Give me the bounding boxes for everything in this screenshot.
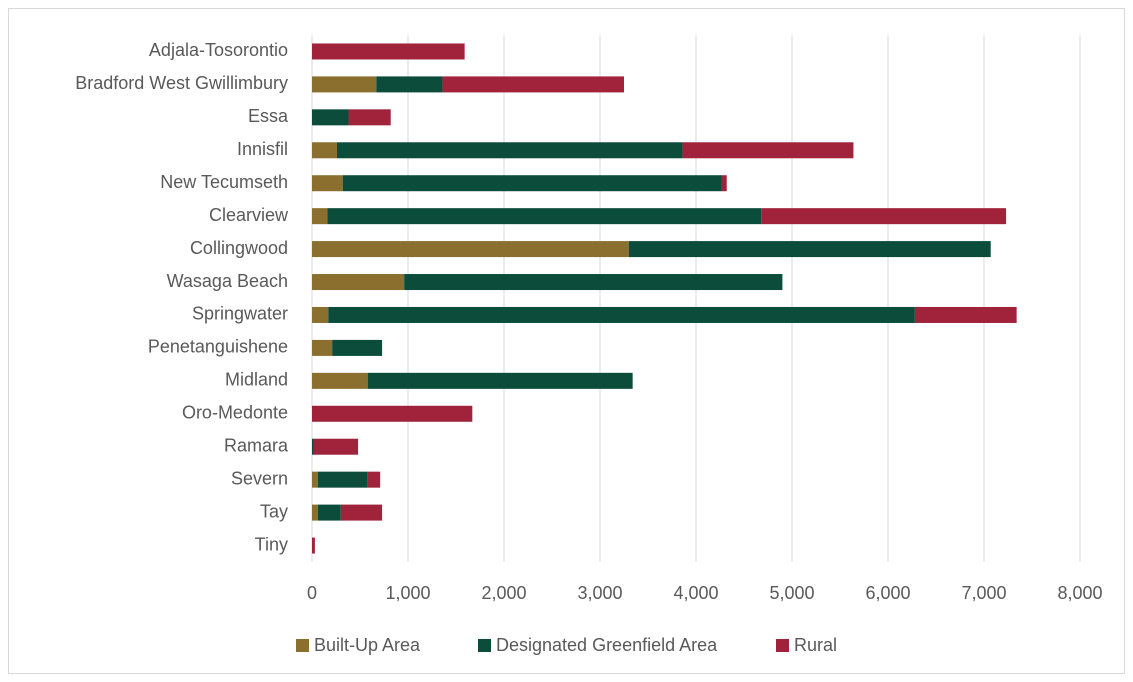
bar-segment (442, 76, 624, 93)
bar-segment (312, 208, 328, 225)
bar-segment (317, 471, 368, 488)
x-tick-label: 2,000 (481, 583, 526, 603)
x-tick-label: 8,000 (1057, 583, 1102, 603)
legend-swatch (296, 639, 309, 652)
bar-segment (721, 175, 727, 192)
bar-segment (312, 76, 377, 93)
y-tick-label: Springwater (192, 304, 288, 324)
y-tick-label: Clearview (209, 205, 289, 225)
y-tick-label: Ramara (224, 435, 289, 455)
bar-segment (332, 339, 383, 356)
y-tick-label: Penetanguishene (148, 337, 288, 357)
legend-label: Built-Up Area (314, 635, 421, 655)
x-tick-label: 4,000 (673, 583, 718, 603)
legend-swatch (478, 639, 491, 652)
bar-segment (312, 339, 333, 356)
bar-segment (313, 438, 359, 455)
bar-segment (317, 504, 341, 521)
bar-segment (914, 306, 1017, 323)
y-tick-label: Midland (225, 370, 288, 390)
y-tick-label: Collingwood (190, 238, 288, 258)
y-tick-label: New Tecumseth (160, 172, 288, 192)
bar-segment (312, 438, 314, 455)
bar-segment (682, 142, 854, 159)
y-tick-label: Oro-Medonte (182, 403, 288, 423)
bar-segment (312, 372, 368, 389)
bar-segment (312, 537, 315, 554)
bar-segment (312, 142, 337, 159)
y-tick-label: Tiny (255, 534, 288, 554)
y-tick-label: Innisfil (237, 139, 288, 159)
legend-label: Rural (794, 635, 837, 655)
chart-border (8, 8, 1125, 674)
bar-segment (376, 76, 443, 93)
bar-segment (312, 274, 405, 291)
bar-segment (340, 504, 383, 521)
bar-segment (312, 405, 473, 422)
x-tick-label: 3,000 (577, 583, 622, 603)
y-tick-label: Severn (231, 468, 288, 488)
bar-segment (312, 175, 343, 192)
bar-segment (312, 471, 318, 488)
x-tick-label: 5,000 (769, 583, 814, 603)
legend-label: Designated Greenfield Area (496, 635, 718, 655)
x-tick-label: 0 (307, 583, 317, 603)
bar-segment (336, 142, 683, 159)
bar-segment (312, 43, 465, 60)
x-tick-label: 6,000 (865, 583, 910, 603)
y-tick-label: Essa (248, 106, 289, 126)
y-tick-label: Bradford West Gwillimbury (75, 73, 288, 93)
y-tick-label: Wasaga Beach (167, 271, 288, 291)
bar-segment (342, 175, 722, 192)
bar-segment (312, 109, 349, 126)
bar-segment (367, 471, 381, 488)
legend-swatch (776, 639, 789, 652)
bar-segment (312, 241, 629, 258)
bar-segment (312, 504, 318, 521)
y-tick-label: Adjala-Tosorontio (149, 40, 288, 60)
bar-segment (328, 306, 915, 323)
x-tick-label: 7,000 (961, 583, 1006, 603)
y-tick-label: Tay (260, 501, 288, 521)
bar-segment (348, 109, 391, 126)
bar-segment (628, 241, 991, 258)
bar-segment (367, 372, 633, 389)
x-tick-label: 1,000 (385, 583, 430, 603)
bar-segment (761, 208, 1007, 225)
bar-segment (312, 306, 329, 323)
bar-segment (327, 208, 762, 225)
bar-segment (404, 274, 783, 291)
